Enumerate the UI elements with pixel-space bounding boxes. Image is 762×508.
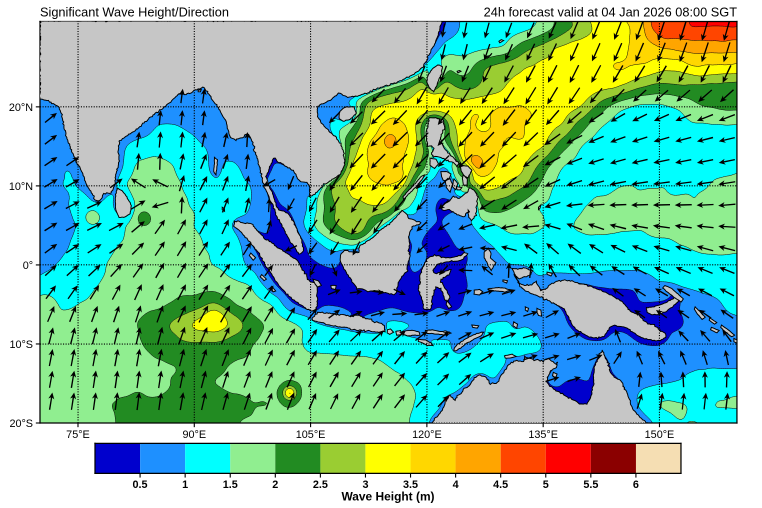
svg-text:1: 1: [182, 479, 188, 491]
svg-text:135°E: 135°E: [528, 429, 558, 441]
svg-text:0°: 0°: [23, 260, 33, 272]
svg-text:4: 4: [453, 479, 459, 491]
svg-text:75°E: 75°E: [66, 429, 90, 441]
svg-text:3.5: 3.5: [403, 479, 418, 491]
svg-text:1.5: 1.5: [223, 479, 238, 491]
svg-text:6: 6: [633, 479, 639, 491]
svg-text:4.5: 4.5: [493, 479, 508, 491]
svg-text:20°S: 20°S: [9, 418, 33, 430]
svg-text:Significant Wave Height/Direct: Significant Wave Height/Direction: [40, 5, 229, 20]
svg-text:10°N: 10°N: [9, 181, 33, 193]
svg-text:120°E: 120°E: [412, 429, 442, 441]
svg-text:0.5: 0.5: [133, 479, 148, 491]
svg-text:90°E: 90°E: [182, 429, 206, 441]
svg-text:5: 5: [543, 479, 549, 491]
svg-text:150°E: 150°E: [645, 429, 675, 441]
svg-text:Wave Height (m): Wave Height (m): [341, 489, 434, 503]
svg-text:105°E: 105°E: [296, 429, 326, 441]
svg-text:10°S: 10°S: [9, 339, 33, 351]
svg-text:2: 2: [272, 479, 278, 491]
svg-text:5.5: 5.5: [583, 479, 598, 491]
svg-text:2.5: 2.5: [313, 479, 328, 491]
svg-text:24h forecast valid at 04 Jan 2: 24h forecast valid at 04 Jan 2026 08:00 …: [484, 5, 738, 20]
svg-text:20°N: 20°N: [9, 102, 33, 114]
svg-text:3: 3: [362, 479, 368, 491]
